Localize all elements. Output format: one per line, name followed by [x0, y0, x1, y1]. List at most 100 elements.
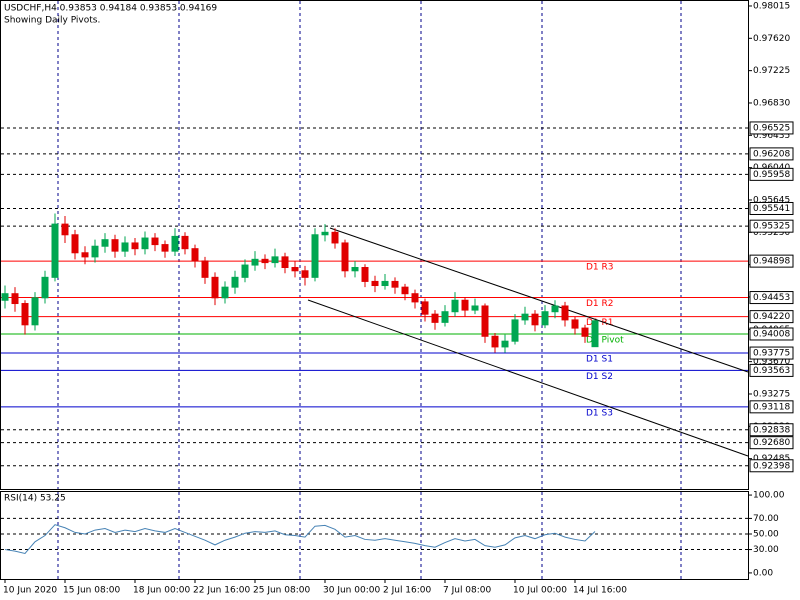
candle-body — [441, 311, 449, 323]
candle-body — [331, 231, 339, 244]
candle-body — [101, 239, 109, 247]
price-pane-border — [0, 0, 749, 490]
y-tick-label: 0.97620 — [753, 34, 790, 44]
channel — [307, 227, 749, 457]
candle-body — [191, 248, 199, 262]
candle-body — [11, 293, 19, 305]
level-label: 0.93775 — [753, 349, 790, 359]
level-label-box — [749, 459, 794, 473]
level-name: D1 Pivot — [586, 335, 624, 345]
candle-body — [491, 335, 499, 348]
y-tick-label: 0.92485 — [753, 454, 790, 464]
levels: D1 R3 D1 R2 D1 R1 D1 Pivot D1 S1 D1 S2 D1 S3 — [1, 127, 748, 467]
level-name: D1 S1 — [586, 355, 613, 365]
candle-body — [591, 320, 599, 348]
candle-body — [551, 305, 559, 313]
candle-body — [181, 235, 189, 250]
candle-body — [371, 280, 379, 287]
level-name: D1 R3 — [586, 263, 614, 273]
candle-body — [81, 252, 89, 258]
candle-body — [281, 256, 289, 269]
rsi-pane-border — [0, 491, 749, 580]
candle-body — [1, 293, 9, 301]
candle-body — [171, 235, 179, 252]
rsi-tick-label: 50.00 — [753, 529, 779, 539]
candle-body — [571, 319, 579, 329]
level-name: D1 R2 — [586, 299, 614, 309]
candle-body — [41, 276, 49, 299]
candle-body — [211, 276, 219, 299]
level-label: 0.92680 — [753, 438, 790, 448]
candle-body — [261, 258, 269, 264]
candle-body — [391, 280, 399, 288]
candle-body — [561, 305, 569, 321]
candle-body — [91, 245, 99, 258]
x-tick-label: 22 Jun 16:00 — [193, 586, 250, 596]
x-tick-label: 10 Jun 2020 — [3, 586, 57, 596]
chart-title: USDCHF,H4 0.93853 0.94184 0.93853 0.9416… — [4, 4, 217, 14]
rsi-tick-label: 70.00 — [753, 514, 779, 524]
y-tick-label: 0.93275 — [753, 389, 790, 399]
level-label: 0.94453 — [753, 293, 790, 303]
candle-body — [381, 280, 389, 287]
level-label-box — [749, 121, 794, 135]
level-label-box — [749, 436, 794, 450]
level-label-box — [749, 147, 794, 161]
candle-body — [221, 286, 229, 299]
y-tick-label: 0.93670 — [753, 357, 790, 367]
candle-body — [271, 256, 279, 264]
level-label: 0.96525 — [753, 123, 790, 133]
level-label: 0.93118 — [753, 402, 790, 412]
y-tick-label: 0.96435 — [753, 131, 790, 141]
rsi-tick-label: 30.00 — [753, 545, 779, 555]
level-label: 0.95958 — [753, 170, 790, 180]
candle-body — [51, 223, 59, 278]
candle-body — [31, 297, 39, 326]
channel-line — [307, 299, 749, 457]
candle-body — [291, 267, 299, 272]
axes: 0.980150.976200.972250.968300.964350.960… — [3, 1, 794, 596]
candle-body — [71, 234, 79, 254]
candle-body — [201, 260, 209, 278]
candle-body — [481, 305, 489, 337]
candle-body — [141, 237, 149, 250]
candle-body — [531, 313, 539, 326]
x-tick-label: 18 Jun 00:00 — [133, 586, 190, 596]
rsi-tick-label: 0.00 — [753, 568, 773, 578]
candle-body — [231, 276, 239, 288]
level-label: 0.93563 — [753, 366, 790, 376]
candle-body — [131, 242, 139, 250]
candle-body — [461, 299, 469, 311]
level-name: D1 S2 — [586, 372, 613, 382]
y-tick-label: 0.95250 — [753, 228, 790, 238]
candle-body — [401, 286, 409, 295]
rsi-title: RSI(14) 53.25 — [4, 494, 66, 504]
level-label: 0.92398 — [753, 461, 790, 471]
x-tick-label: 30 Jun 00:00 — [323, 586, 380, 596]
candle-body — [251, 258, 259, 266]
level-label: 0.92838 — [753, 425, 790, 435]
candle-body — [301, 270, 309, 278]
level-label-box — [749, 167, 794, 181]
level-label: 0.95541 — [753, 204, 790, 214]
level-label-box — [749, 291, 794, 305]
level-label: 0.94220 — [753, 312, 790, 322]
level-label-box — [749, 219, 794, 233]
level-label: 0.94008 — [753, 329, 790, 339]
candle-body — [311, 234, 319, 278]
level-name: D1 S3 — [586, 408, 613, 418]
candle-body — [581, 327, 589, 337]
chart-subtitle: Showing Daily Pivots. — [4, 16, 100, 26]
candle-body — [361, 267, 369, 282]
candle-body — [161, 244, 169, 252]
candle-body — [241, 264, 249, 278]
candle-body — [121, 242, 129, 252]
level-label-box — [749, 346, 794, 360]
y-tick-label: 0.98015 — [753, 1, 790, 11]
level-label: 0.96208 — [753, 149, 790, 159]
x-tick-label: 7 Jul 08:00 — [443, 586, 492, 596]
candle-body — [341, 242, 349, 272]
